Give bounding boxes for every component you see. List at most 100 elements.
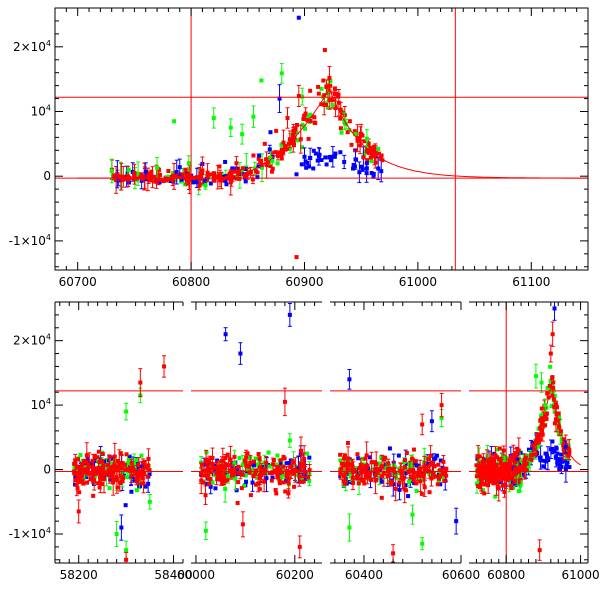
data-point-marker xyxy=(214,471,219,476)
red-data-point xyxy=(114,178,119,183)
red-data-point xyxy=(273,150,278,155)
data-point-marker xyxy=(201,473,206,478)
green-data-point xyxy=(294,130,299,135)
x-tick-label: 58200 xyxy=(60,568,98,582)
cluster-data-point xyxy=(500,473,505,478)
cluster-data-point xyxy=(306,475,311,480)
red-data-point xyxy=(248,169,253,174)
data-point-marker xyxy=(362,151,367,156)
data-point-marker xyxy=(292,484,297,489)
data-point-marker xyxy=(488,459,493,464)
data-point-marker xyxy=(109,461,114,466)
data-point-marker xyxy=(376,151,381,156)
cluster-data-point xyxy=(497,457,502,462)
cluster-data-point xyxy=(139,481,144,486)
data-point-marker xyxy=(285,146,290,151)
data-point-marker xyxy=(262,471,267,476)
blue-data-point xyxy=(342,154,347,170)
data-point-marker xyxy=(173,177,178,182)
cluster-data-point xyxy=(374,477,379,482)
data-point-marker xyxy=(270,475,275,480)
data-point-marker xyxy=(414,481,419,486)
cluster-data-point xyxy=(214,461,219,486)
data-point-marker xyxy=(417,470,422,475)
blue-data-point xyxy=(243,179,248,184)
data-point-marker xyxy=(236,171,241,176)
cluster-data-point xyxy=(474,474,479,479)
cluster-data-point xyxy=(244,449,249,466)
red-data-point xyxy=(328,83,333,88)
green-data-point xyxy=(369,159,374,164)
cluster-data-point xyxy=(436,462,441,467)
cluster-data-point xyxy=(505,462,510,467)
red-data-point xyxy=(250,174,255,185)
data-point-marker xyxy=(501,448,506,453)
red-outlier-point xyxy=(138,368,143,397)
data-point-marker xyxy=(105,463,110,468)
cluster-data-point xyxy=(486,474,491,479)
data-point-marker xyxy=(399,471,404,476)
data-point-marker xyxy=(279,71,284,76)
data-point-marker xyxy=(213,463,218,468)
data-point-marker xyxy=(132,468,137,473)
data-point-marker xyxy=(231,468,236,473)
data-point-marker xyxy=(277,479,282,484)
data-point-marker xyxy=(256,481,261,486)
data-point-marker xyxy=(345,465,350,470)
data-point-marker xyxy=(409,477,414,482)
data-point-marker xyxy=(231,169,236,174)
cluster-data-point xyxy=(288,465,293,470)
data-point-marker xyxy=(396,482,401,487)
data-point-marker xyxy=(389,479,394,484)
data-point-marker xyxy=(180,172,185,177)
cluster-data-point xyxy=(413,459,418,464)
data-point-marker xyxy=(403,462,408,467)
bottom-segment-plot-area xyxy=(330,368,461,563)
data-point-marker xyxy=(369,171,374,176)
data-point-marker xyxy=(328,158,333,163)
data-point-marker xyxy=(406,494,411,499)
data-point-marker xyxy=(281,149,286,154)
cluster-data-point xyxy=(239,486,244,491)
data-point-marker xyxy=(376,166,381,171)
data-point-marker xyxy=(361,467,366,472)
data-point-marker xyxy=(103,470,108,475)
cluster-data-point xyxy=(213,486,218,491)
green-data-point xyxy=(172,119,177,124)
green-data-point xyxy=(259,78,264,83)
red-data-point xyxy=(170,173,175,187)
cluster-data-point xyxy=(75,475,80,480)
red-data-point xyxy=(132,174,137,179)
data-point-marker xyxy=(126,167,131,172)
data-point-marker xyxy=(270,158,275,163)
cluster-data-point xyxy=(509,483,514,488)
cluster-data-point xyxy=(286,480,291,485)
data-point-marker xyxy=(140,176,145,181)
data-point-marker xyxy=(373,460,378,465)
data-point-marker xyxy=(155,165,160,170)
cluster-data-point xyxy=(419,491,424,496)
data-point-marker xyxy=(494,470,499,475)
data-point-marker xyxy=(358,143,363,148)
cluster-data-point xyxy=(480,488,485,493)
data-point-marker xyxy=(110,456,115,461)
data-point-marker xyxy=(359,132,364,137)
data-point-marker xyxy=(286,491,291,496)
red-data-point xyxy=(338,126,343,131)
data-point-marker xyxy=(262,479,267,484)
data-point-marker xyxy=(391,551,396,556)
cluster-data-point xyxy=(272,470,277,475)
cluster-data-point xyxy=(75,464,80,469)
data-point-marker xyxy=(187,176,192,181)
data-point-marker xyxy=(208,484,213,489)
cluster-data-point xyxy=(382,455,387,460)
data-point-marker xyxy=(357,466,362,471)
data-point-marker xyxy=(492,464,497,469)
data-point-marker xyxy=(117,480,122,485)
data-point-marker xyxy=(364,472,369,477)
data-point-marker xyxy=(126,174,131,179)
data-point-marker xyxy=(332,154,337,159)
blue-data-point xyxy=(202,178,207,183)
data-point-marker xyxy=(268,130,273,135)
red-data-point xyxy=(251,153,256,158)
